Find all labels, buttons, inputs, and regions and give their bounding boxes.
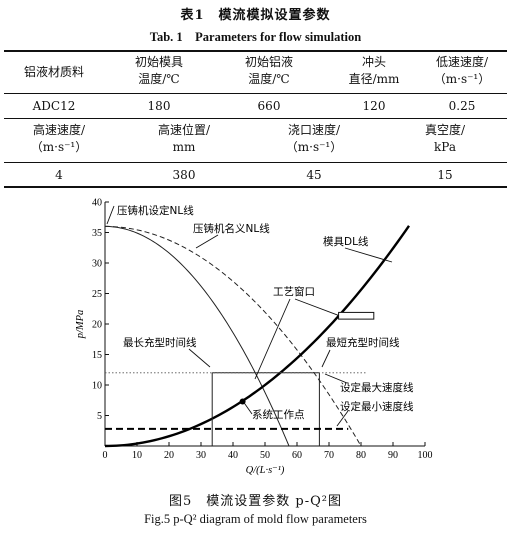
window-leader-2 bbox=[294, 298, 339, 316]
nl-nominal-annotation: 压铸机名义NL线 bbox=[193, 222, 270, 235]
table-rule bbox=[4, 93, 507, 94]
y-tick-label: 20 bbox=[92, 320, 102, 331]
value-material: ADC12 bbox=[32, 99, 76, 113]
y-tick-label: 35 bbox=[92, 228, 102, 239]
header-gate-speed: 浇口速度/（m·s⁻¹） bbox=[285, 123, 343, 154]
min-fill-leader bbox=[321, 349, 331, 368]
y-tick-label: 40 bbox=[92, 198, 102, 209]
x-tick-label: 60 bbox=[292, 450, 302, 461]
x-tick-label: 90 bbox=[388, 450, 398, 461]
process-window-annotation: 工艺窗口 bbox=[273, 285, 315, 298]
table-bottom-rule bbox=[4, 186, 507, 188]
y-axis-label: p/MPa bbox=[75, 310, 86, 340]
value-vacuum: 15 bbox=[437, 168, 453, 182]
figure-caption-zh: 图5 模流设置参数 p-Q²图 bbox=[169, 494, 342, 509]
max-fill-time-annotation: 最长充型时间线 bbox=[123, 336, 197, 349]
value-gate-speed: 45 bbox=[306, 168, 322, 182]
value-high-position: 380 bbox=[172, 168, 196, 182]
op-point-leader bbox=[244, 403, 253, 415]
x-tick-label: 20 bbox=[164, 450, 174, 461]
table-rule bbox=[4, 162, 507, 163]
nl-nominal-leader bbox=[195, 234, 219, 249]
x-tick-label: 50 bbox=[260, 450, 270, 461]
y-tick-label: 25 bbox=[92, 289, 102, 300]
header-low-speed: 低速速度/（m·s⁻¹） bbox=[433, 55, 491, 86]
x-tick-label: 10 bbox=[132, 450, 142, 461]
y-tick-label: 5 bbox=[97, 411, 102, 422]
table-caption-zh: 表1 模流模拟设置参数 bbox=[180, 8, 331, 23]
max-speed-annotation: 设定最大速度线 bbox=[340, 381, 414, 394]
value-melt-temp: 660 bbox=[257, 99, 281, 113]
header-melt-temp: 初始铝液 温度/℃ bbox=[244, 55, 293, 86]
x-tick-label: 100 bbox=[418, 450, 433, 461]
header-mold-temp: 初始模具 温度/℃ bbox=[134, 55, 183, 86]
min-speed-leader bbox=[336, 410, 349, 427]
operating-point bbox=[239, 398, 246, 405]
x-tick-label: 30 bbox=[196, 450, 206, 461]
dl-leader bbox=[344, 247, 393, 263]
x-axis-label: Q/(L·s⁻¹) bbox=[246, 465, 285, 476]
nl-set-annotation: 压铸机设定NL线 bbox=[117, 204, 194, 217]
nl-set-leader bbox=[106, 205, 115, 225]
value-mold-temp: 180 bbox=[147, 99, 171, 113]
dl-annotation: 模具DL线 bbox=[323, 235, 369, 248]
window-leader-1 bbox=[254, 298, 291, 380]
value-low-speed: 0.25 bbox=[448, 99, 476, 113]
max-speed-leader bbox=[324, 373, 348, 384]
figure-caption-en: Fig.5 p-Q² diagram of mold flow paramete… bbox=[144, 512, 367, 526]
min-speed-annotation: 设定最小速度线 bbox=[340, 400, 414, 413]
x-tick-label: 70 bbox=[324, 450, 334, 461]
y-tick-label: 10 bbox=[92, 381, 102, 392]
nl-nominal-line bbox=[104, 225, 362, 447]
nl-set-line bbox=[104, 225, 290, 447]
operating-point-annotation: 系统工作点 bbox=[252, 408, 305, 421]
value-plunger-diameter: 120 bbox=[362, 99, 386, 113]
header-plunger-diameter: 冲头 直径/mm bbox=[348, 55, 400, 86]
header-vacuum: 真空度/kPa bbox=[424, 123, 466, 154]
table-rule bbox=[4, 118, 507, 119]
process-window-box bbox=[338, 311, 375, 320]
min-fill-time-annotation: 最短充型时间线 bbox=[326, 336, 400, 349]
header-material: 铝液材质料 bbox=[23, 65, 84, 79]
x-tick-label: 80 bbox=[356, 450, 366, 461]
value-high-speed: 4 bbox=[55, 168, 63, 182]
x-tick-label: 40 bbox=[228, 450, 238, 461]
table-caption-en: Tab. 1 Parameters for flow simulation bbox=[149, 30, 362, 44]
header-high-position: 高速位置/mm bbox=[157, 123, 211, 154]
y-tick-label: 15 bbox=[92, 350, 102, 361]
max-fill-leader bbox=[188, 348, 211, 368]
y-tick-label: 30 bbox=[92, 259, 102, 270]
table-top-rule bbox=[4, 50, 507, 52]
pq2-chart: 0 10 20 30 40 50 60 70 80 90 100 5 10 15 20 25 30 35 40 Q/(… bbox=[75, 198, 433, 477]
x-tick-label: 0 bbox=[103, 450, 108, 461]
dl-line bbox=[104, 225, 410, 448]
header-high-speed: 高速速度/（m·s⁻¹） bbox=[30, 123, 88, 154]
